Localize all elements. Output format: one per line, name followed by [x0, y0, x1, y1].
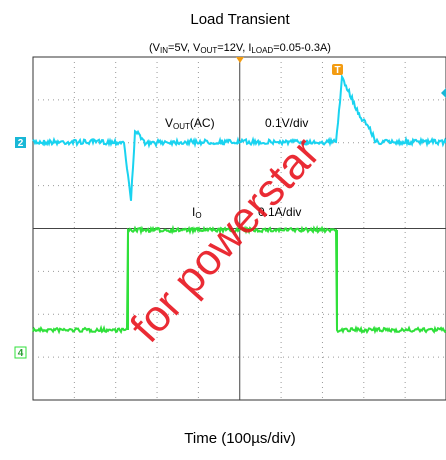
subtitle-part: =0.05-0.3A) [273, 42, 331, 54]
x-axis-label: Time (100µs/div) [184, 430, 295, 447]
io-label: IO [192, 205, 202, 220]
subtitle: (VIN=5V, VOUT=12V, ILOAD=0.05-0.3A) [149, 42, 331, 55]
subtitle-sub: LOAD [251, 46, 273, 55]
trigger-marker: T [334, 65, 340, 76]
trigger-level [441, 88, 446, 98]
subtitle-sub: OUT [200, 46, 217, 55]
io-scale: 0.1A/div [258, 205, 301, 219]
label-part: V [165, 116, 173, 130]
subtitle-sub: IN [160, 46, 168, 55]
vout-label: VOUT(AC) [165, 116, 215, 131]
label-part: (AC) [190, 116, 215, 130]
ch2-marker: 2 [18, 138, 24, 149]
ch2-marker-box [15, 137, 26, 148]
subtitle-part: =5V, V [168, 42, 201, 54]
vout-trace [32, 73, 446, 201]
subtitle-part: =12V, I [217, 42, 251, 54]
ch4-marker-box [14, 346, 27, 359]
io-trace [32, 224, 446, 335]
title: Load Transient [190, 11, 290, 28]
ch4-marker: 4 [18, 348, 24, 359]
label-part: I [192, 205, 195, 219]
vout-scale: 0.1V/div [265, 116, 308, 130]
label-sub: OUT [173, 122, 190, 131]
scope-grid [33, 57, 446, 400]
subtitle-part: (V [149, 42, 161, 54]
label-sub: O [195, 211, 201, 220]
trigger-marker-box [332, 64, 343, 75]
trigger-position [236, 57, 244, 63]
